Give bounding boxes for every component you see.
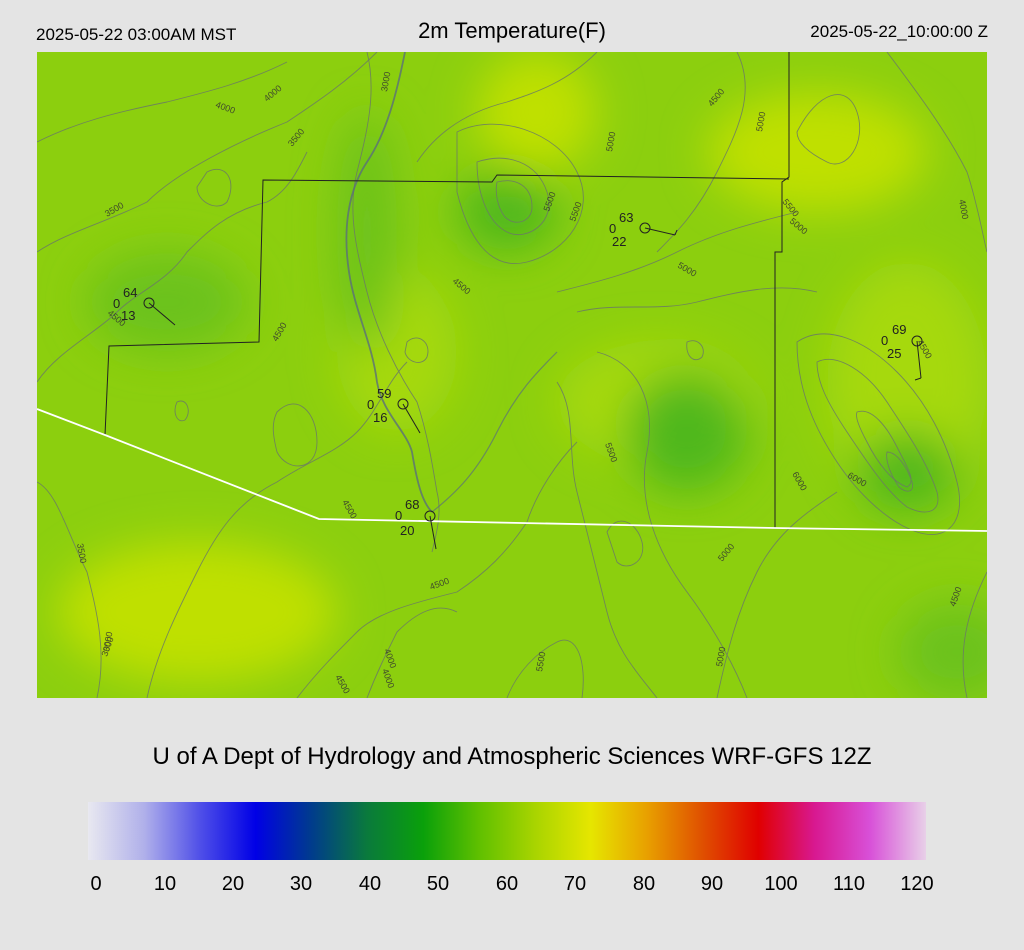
station-temp: 63	[619, 210, 633, 225]
river-branch	[431, 351, 558, 513]
station-dewpt: 16	[373, 410, 387, 425]
map-title: 2m Temperature(F)	[418, 18, 606, 43]
colorbar-tick: 80	[632, 873, 656, 895]
temperature-map: 3000 3500 4000 4500 5000 5500 6000 3000 …	[37, 52, 987, 698]
colorbar-tick: 10	[153, 873, 177, 895]
station-temp: 69	[892, 322, 906, 337]
contour-label: 4000	[957, 199, 970, 220]
contour-label: 5500	[534, 651, 547, 672]
colorbar-tick: 30	[289, 873, 313, 895]
station-dewpt: 13	[121, 308, 135, 323]
station-temp: 64	[123, 285, 137, 300]
colorbar-tick: 20	[221, 873, 245, 895]
map-header: 2025-05-22 03:00AM MST 2m Temperature(F)…	[0, 0, 1024, 52]
contour-label: 3000	[379, 71, 392, 92]
local-time: 2025-05-22 03:00AM MST	[36, 25, 237, 44]
temperature-colorbar	[88, 802, 926, 860]
colorbar-tick: 110	[833, 873, 865, 895]
colorbar-tick: 60	[495, 873, 519, 895]
station-plot: 64 0 13	[113, 285, 176, 326]
station-plot: 59 0 16	[367, 386, 421, 434]
station-plots: 64 0 13 63 0 22 69 0 25	[113, 210, 923, 550]
colorbar-tick: 70	[563, 873, 587, 895]
river	[345, 52, 433, 513]
station-dewpt: 25	[887, 346, 901, 361]
station-dewpt: 22	[612, 234, 626, 249]
contour-label: 5000	[714, 646, 727, 667]
station-dewpt: 20	[400, 523, 414, 538]
contour-label: 5000	[604, 131, 617, 152]
contour-label: 3000	[101, 631, 114, 652]
colorbar-tick: 0	[90, 873, 102, 895]
elevation-contours	[37, 52, 987, 698]
contour-label: 5000	[754, 111, 767, 132]
station-precip: 0	[881, 333, 888, 348]
colorbar-tick: 90	[700, 873, 724, 895]
station-precip: 0	[395, 508, 402, 523]
colorbar-ticks: 0 10 20 30 40 50 60 70 80 90 100 110 120	[0, 873, 1024, 903]
station-plot: 69 0 25	[881, 322, 923, 381]
station-plot: 68 0 20	[395, 497, 437, 550]
colorbar-tick: 120	[900, 873, 934, 895]
station-precip: 0	[609, 221, 616, 236]
credit-line: U of A Dept of Hydrology and Atmospheric…	[152, 743, 872, 770]
utc-time: 2025-05-22_10:00:00 Z	[810, 22, 988, 41]
temperature-field-blobs	[57, 52, 987, 698]
colorbar-tick: 50	[426, 873, 450, 895]
colorbar-tick: 40	[358, 873, 382, 895]
station-plot: 63 0 22	[609, 210, 678, 249]
station-temp: 59	[377, 386, 391, 401]
colorbar-tick: 100	[764, 873, 798, 895]
contour-label: 3500	[75, 543, 88, 564]
station-precip: 0	[113, 296, 120, 311]
station-temp: 68	[405, 497, 419, 512]
station-precip: 0	[367, 397, 374, 412]
county-boundaries	[104, 52, 790, 528]
state-border	[37, 408, 987, 532]
